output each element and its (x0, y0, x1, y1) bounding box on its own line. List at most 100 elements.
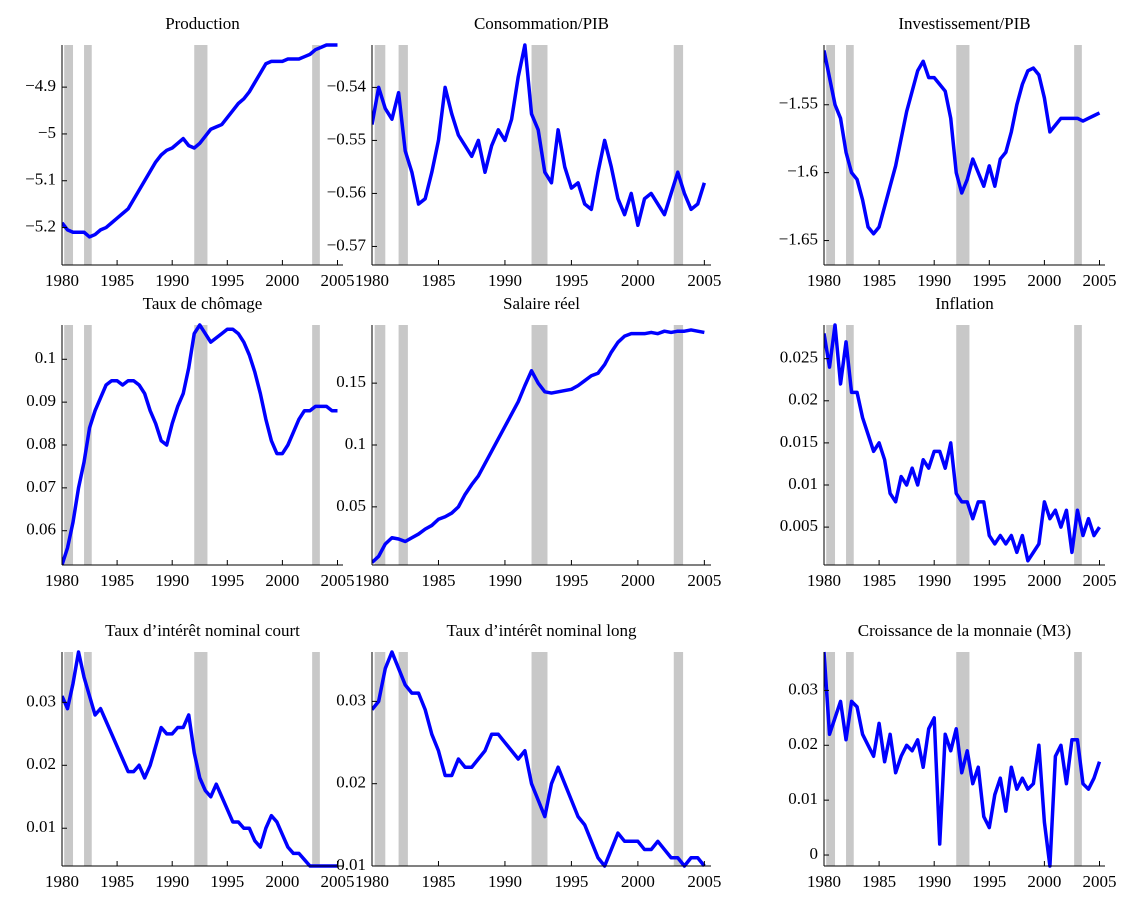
y-tick-label: 0.02 (336, 773, 366, 792)
y-tick-label: −1.6 (787, 162, 818, 181)
x-tick-label: 1980 (355, 872, 389, 891)
chart-title: Consommation/PIB (474, 14, 609, 33)
x-tick-label: 2000 (1027, 571, 1061, 590)
y-tick-label: 0.01 (788, 789, 818, 808)
series-line (372, 328, 705, 564)
x-tick-label: 1990 (917, 571, 951, 590)
chart-title: Inflation (935, 294, 994, 313)
series-line (62, 650, 338, 868)
x-tick-label: 1980 (807, 571, 841, 590)
x-tick-label: 1980 (45, 271, 79, 290)
x-tick-label: 1985 (100, 872, 134, 891)
shaded-period (1074, 325, 1082, 565)
x-tick-label: 1995 (972, 271, 1006, 290)
x-tick-label: 1985 (100, 571, 134, 590)
y-tick-label: −5.2 (25, 216, 56, 235)
shaded-period (194, 325, 208, 565)
shaded-period (673, 325, 684, 565)
shaded-period (673, 652, 684, 866)
x-tick-label: 2005 (320, 872, 354, 891)
y-tick-label: 0.1 (345, 434, 366, 453)
y-tick-label: 0.015 (780, 432, 818, 451)
shaded-period (956, 652, 970, 866)
y-tick-label: −5 (38, 123, 56, 142)
shaded-period (1074, 652, 1082, 866)
x-tick-label: 1990 (488, 571, 522, 590)
x-tick-label: 1990 (155, 571, 189, 590)
x-tick-label: 1980 (355, 571, 389, 590)
x-tick-label: 1995 (972, 571, 1006, 590)
shaded-period (846, 652, 854, 866)
shaded-period (64, 652, 74, 866)
y-tick-label: 0.01 (336, 855, 366, 874)
x-tick-label: 1985 (421, 571, 455, 590)
shaded-period (531, 325, 548, 565)
shaded-period (312, 45, 320, 265)
shaded-period (673, 45, 684, 265)
x-tick-label: 1990 (155, 872, 189, 891)
chart-title: Croissance de la monnaie (M3) (858, 621, 1071, 640)
shaded-period (312, 652, 320, 866)
series-line (62, 323, 338, 566)
series-line (824, 323, 1101, 563)
shaded-period (1074, 45, 1082, 265)
x-tick-label: 1990 (917, 872, 951, 891)
y-tick-label: −0.56 (327, 182, 366, 201)
x-tick-label: 2000 (265, 271, 299, 290)
y-tick-label: 0.03 (26, 691, 56, 710)
chart-title: Taux d’intérêt nominal long (446, 621, 637, 640)
x-tick-label: 2005 (687, 872, 721, 891)
y-tick-label: 0.02 (26, 754, 56, 773)
chart-title: Investissement/PIB (898, 14, 1030, 33)
x-tick-label: 1985 (862, 872, 896, 891)
x-tick-label: 2000 (265, 872, 299, 891)
chart-title: Taux de chômage (143, 294, 263, 313)
x-tick-label: 2005 (1082, 872, 1116, 891)
x-tick-label: 2000 (1027, 271, 1061, 290)
shaded-period (64, 325, 74, 565)
y-tick-label: 0.15 (336, 372, 366, 391)
shaded-period (64, 45, 74, 265)
x-tick-label: 2000 (1027, 872, 1061, 891)
shaded-period (531, 652, 548, 866)
series-line (372, 43, 707, 227)
x-tick-label: 2000 (621, 872, 655, 891)
shaded-period (194, 652, 208, 866)
shaded-period (531, 45, 548, 265)
x-tick-label: 1995 (554, 571, 588, 590)
y-tick-label: 0.03 (788, 679, 818, 698)
x-tick-label: 1990 (155, 271, 189, 290)
y-tick-label: 0.07 (26, 477, 56, 496)
y-tick-label: −0.55 (327, 129, 366, 148)
series-line (62, 43, 338, 239)
shaded-period (956, 45, 970, 265)
x-tick-label: 1980 (807, 271, 841, 290)
series-line (824, 651, 1102, 868)
shaded-period (846, 325, 854, 565)
x-tick-label: 2005 (1082, 571, 1116, 590)
y-tick-label: −5.1 (25, 170, 56, 189)
y-tick-label: 0.05 (336, 496, 366, 515)
x-tick-label: 1985 (421, 271, 455, 290)
shaded-period (312, 325, 320, 565)
shaded-period (398, 45, 408, 265)
y-tick-label: 0.1 (35, 348, 56, 367)
y-tick-label: 0 (810, 844, 819, 863)
x-tick-label: 2005 (320, 271, 354, 290)
y-tick-label: 0.09 (26, 391, 56, 410)
x-tick-label: 2000 (621, 271, 655, 290)
y-tick-label: 0.06 (26, 520, 56, 539)
x-tick-label: 1995 (554, 872, 588, 891)
x-tick-label: 1995 (210, 571, 244, 590)
shaded-period (194, 45, 208, 265)
shaded-period (826, 652, 836, 866)
shaded-period (826, 45, 836, 265)
shaded-period (398, 325, 408, 565)
x-tick-label: 2005 (687, 271, 721, 290)
y-tick-label: −0.57 (327, 235, 367, 254)
x-tick-label: 1995 (210, 872, 244, 891)
series-line (824, 50, 1101, 236)
x-tick-label: 1995 (210, 271, 244, 290)
y-tick-label: 0.02 (788, 390, 818, 409)
